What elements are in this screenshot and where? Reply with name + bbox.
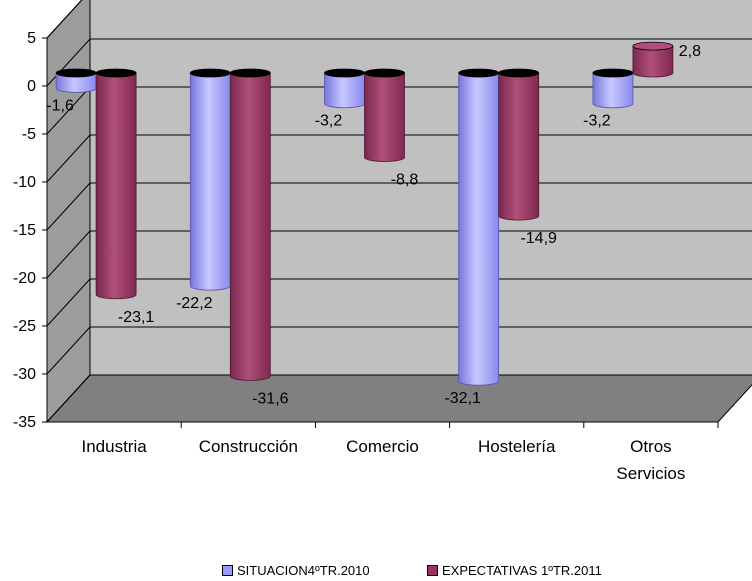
bar-cap (55, 68, 97, 78)
legend-swatch-expectativas (427, 565, 438, 576)
bar-body (189, 72, 231, 291)
y-tick-label: 5 (27, 30, 36, 47)
floor-plane (45, 374, 752, 423)
legend-label-expectativas: EXPECTATIVAS 1ºTR.2011 (442, 563, 602, 578)
side-wall (46, 0, 91, 424)
bar-situacion-comercio (324, 68, 365, 109)
y-tick-label: -20 (13, 270, 36, 287)
gridline-side (46, 86, 91, 135)
y-tick-label: -5 (22, 126, 36, 143)
data-label: -23,1 (118, 309, 155, 326)
bar-body (458, 72, 500, 386)
x-tick-label: Industria (81, 437, 147, 456)
bar-body (95, 72, 137, 300)
x-tick-label: Servicios (616, 464, 685, 483)
gridline-side (46, 134, 91, 183)
data-label: -3,2 (583, 113, 611, 130)
gridline-side (46, 38, 91, 87)
gridline-side (46, 230, 91, 279)
bar-cap (592, 68, 634, 78)
bar-expectativas-comercio (364, 68, 405, 162)
legend-item-expectativas: EXPECTATIVAS 1ºTR.2011 (427, 563, 602, 578)
bar-expectativas-hosteleria (498, 68, 540, 221)
bar-situacion-hosteleria (458, 68, 500, 386)
y-tick-label: -35 (13, 414, 36, 431)
gridline-side (46, 326, 91, 375)
bar-cap (189, 68, 231, 78)
gridline-side (46, 182, 91, 231)
legend-item-situacion: SITUACION4ºTR.2010 (222, 563, 370, 578)
data-label: -8,8 (391, 171, 419, 188)
bar-cap (632, 41, 674, 51)
legend-swatch-situacion (222, 565, 233, 576)
bar-situacion-industria (55, 68, 97, 93)
bar-cap (498, 68, 540, 78)
labels-layer: -1,6 -23,1 -22,2 -31,6 -3,2 -8,8 -32,1 -14,9 -3,… (46, 43, 701, 407)
y-tick-label: -30 (13, 366, 36, 383)
chart-floor (45, 374, 752, 423)
bar-cap (458, 68, 500, 78)
gridline-side (46, 278, 91, 327)
data-label: -32,1 (444, 390, 481, 407)
bar-cap (95, 68, 137, 78)
bar-expectativas-construccion (229, 68, 271, 381)
bar-situacion-otros-servicios (592, 68, 634, 109)
bar-body (324, 72, 365, 109)
bar-body (229, 72, 271, 381)
data-label: -31,6 (252, 390, 289, 407)
gridline-side (46, 0, 83, 39)
bar-cap (324, 68, 365, 78)
y-tick-label: 0 (27, 78, 36, 95)
bars-layer (55, 41, 674, 386)
x-tick-label: Construcción (199, 437, 298, 456)
bar-cap (364, 68, 405, 78)
data-label: -1,6 (46, 97, 74, 114)
bar-body (592, 72, 634, 109)
x-tick-label: Hostelería (478, 437, 556, 456)
legend-label-situacion: SITUACION4ºTR.2010 (237, 563, 370, 578)
y-tick-label: -10 (13, 174, 36, 191)
bar-body (364, 72, 405, 162)
bar-situacion-construccion (189, 68, 231, 291)
bar-body (632, 45, 674, 78)
data-label: -14,9 (520, 230, 557, 247)
data-label: 2,8 (679, 43, 701, 60)
bar-expectativas-otros-servicios (632, 41, 674, 78)
bar-expectativas-industria (95, 68, 137, 300)
bar-cap (229, 68, 271, 78)
x-tick-label: Comercio (346, 437, 419, 456)
data-label: -3,2 (315, 113, 343, 130)
gridline-side (46, 374, 91, 423)
y-tick-label: -25 (13, 318, 36, 335)
x-tick-label: Otros (630, 437, 672, 456)
axes-layer: 5 0 -5 -10 -15 -20 -25 -30 -35 Industria Construcc… (13, 30, 719, 483)
data-label: -22,2 (176, 295, 213, 312)
y-tick-label: -15 (13, 222, 36, 239)
bar-body (498, 72, 540, 221)
